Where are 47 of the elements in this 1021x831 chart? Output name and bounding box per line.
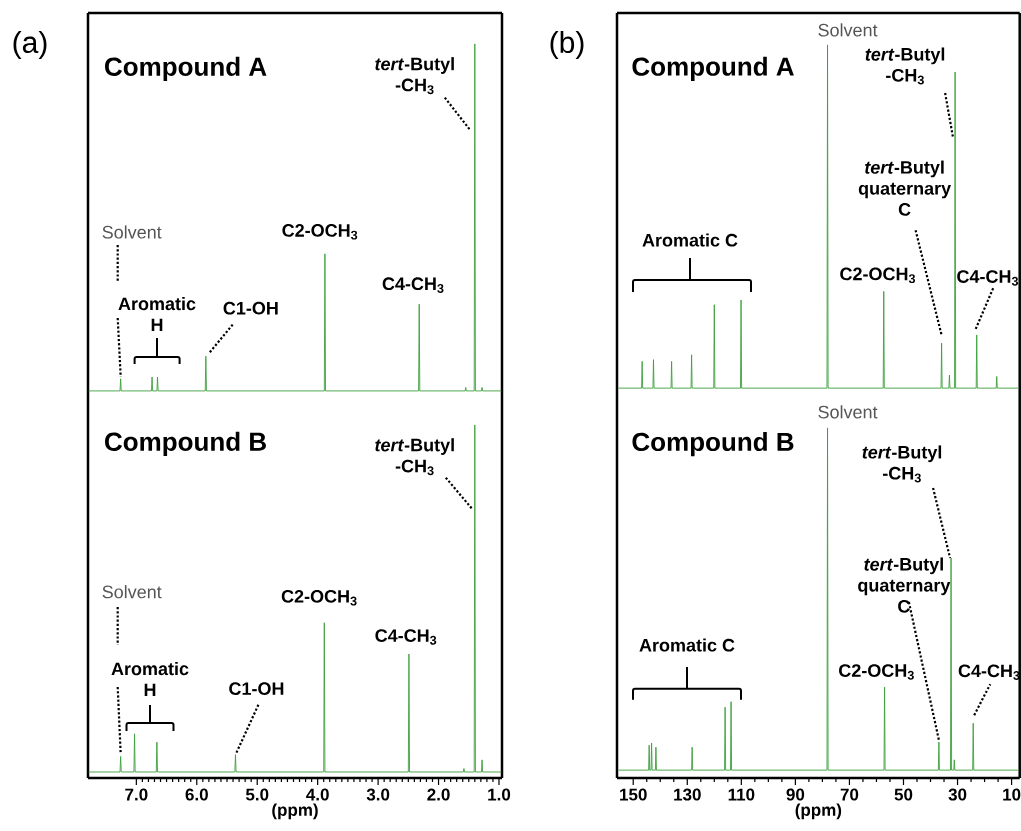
x-axis-title: (ppm) [272, 803, 318, 820]
annotation: Solvent [818, 405, 878, 419]
chart-title: Compound A [105, 56, 267, 82]
x-axis-title: (ppm) [795, 803, 842, 820]
x-tick-label: 70 [840, 788, 859, 801]
annotation: Solvent [102, 585, 162, 599]
annotation: tert-Butyl -CH$_{3}$ [375, 438, 454, 476]
annotation: tert-Butyl -CH$_{3}$ [865, 47, 945, 85]
x-tick-label: 150 [620, 788, 647, 801]
annotation: tert-Butyl quaternary C [858, 557, 951, 613]
chart-title: Compound B [105, 431, 266, 457]
text: (a) [13, 31, 47, 59]
chart-title: Compound B [632, 432, 794, 457]
x-tick-label: 110 [728, 788, 755, 801]
annotation: Aromatic C [639, 638, 735, 652]
annotation: Solvent [818, 23, 878, 37]
annotation: Aromatic H [118, 296, 196, 332]
annotation: tert-Butyl -CH$_{3}$ [862, 445, 942, 483]
x-tick-label: 4.0 [306, 788, 329, 801]
x-tick-label: 90 [786, 788, 805, 801]
x-tick-label: 5.0 [245, 788, 269, 801]
x-tick-label: 130 [674, 788, 701, 801]
x-tick-label: 7.0 [125, 788, 148, 801]
annotation: C4-CH$_{3}$ [382, 277, 444, 293]
annotation: C1-OH [229, 682, 284, 696]
x-tick-label: 2.0 [427, 788, 450, 801]
x-tick-label: 3.0 [366, 788, 390, 801]
annotation: C1-OH [223, 301, 278, 315]
annotation: C2-OCH$_{3}$ [839, 664, 914, 680]
x-tick-label: 10 [1003, 788, 1021, 801]
x-tick-label: 30 [948, 788, 967, 801]
annotation: C2-OCH$_{3}$ [281, 589, 357, 606]
annotation: C4-CH$_{3}$ [958, 664, 1020, 681]
annotation: Solvent [102, 225, 162, 239]
annotation: C4-CH$_{3}$ [957, 270, 1019, 286]
text: (b) [550, 31, 584, 59]
annotation: Aromatic C [642, 233, 738, 247]
x-tick-label: 50 [894, 788, 913, 801]
annotation: Aromatic H [111, 661, 189, 697]
chart-title: Compound A [632, 56, 794, 81]
x-tick-label: 1.0 [488, 788, 511, 801]
annotation: C2-OCH$_{3}$ [840, 267, 916, 284]
x-tick-label: 6.0 [185, 788, 208, 801]
annotation: tert-Butyl quaternary C [858, 160, 952, 216]
annotation: C4-CH$_{3}$ [375, 629, 437, 645]
annotation: tert-Butyl -CH$_{3}$ [375, 57, 454, 95]
annotation: C2-OCH$_{3}$ [282, 224, 358, 240]
